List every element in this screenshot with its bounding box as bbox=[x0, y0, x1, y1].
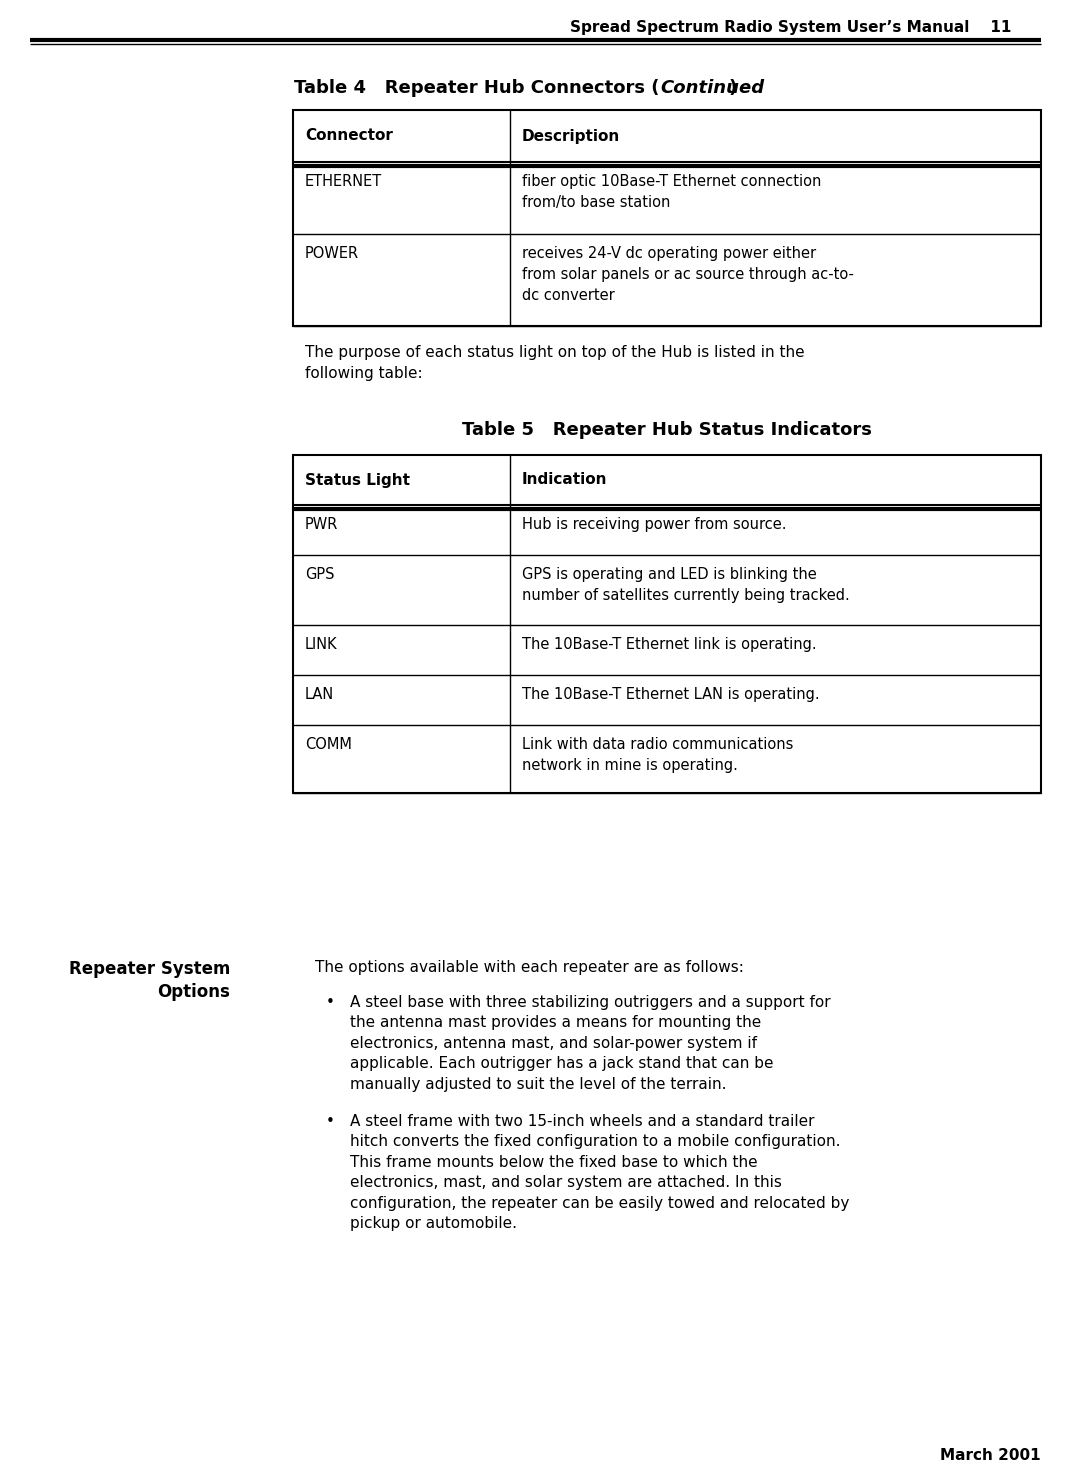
Text: Table 5   Repeater Hub Status Indicators: Table 5 Repeater Hub Status Indicators bbox=[462, 421, 872, 439]
Text: LAN: LAN bbox=[305, 687, 334, 702]
Bar bbox=[293, 455, 1041, 793]
Text: GPS: GPS bbox=[305, 567, 334, 582]
Text: The options available with each repeater are as follows:: The options available with each repeater… bbox=[315, 960, 744, 975]
Text: GPS is operating and LED is blinking the
number of satellites currently being tr: GPS is operating and LED is blinking the… bbox=[522, 567, 849, 603]
Text: The 10Base-T Ethernet LAN is operating.: The 10Base-T Ethernet LAN is operating. bbox=[522, 687, 819, 702]
Text: The purpose of each status light on top of the Hub is listed in the
following ta: The purpose of each status light on top … bbox=[305, 346, 804, 381]
Text: •: • bbox=[326, 995, 334, 1010]
Text: Continued: Continued bbox=[660, 78, 764, 97]
Text: PWR: PWR bbox=[305, 517, 338, 532]
Text: Connector: Connector bbox=[305, 128, 393, 143]
Text: The 10Base-T Ethernet link is operating.: The 10Base-T Ethernet link is operating. bbox=[522, 637, 816, 651]
Text: •: • bbox=[326, 1114, 334, 1128]
Text: Spread Spectrum Radio System User’s Manual    11: Spread Spectrum Radio System User’s Manu… bbox=[570, 21, 1011, 35]
Bar bbox=[293, 109, 1041, 326]
Text: A steel frame with two 15-inch wheels and a standard trailer
hitch converts the : A steel frame with two 15-inch wheels an… bbox=[350, 1114, 849, 1230]
Text: ): ) bbox=[728, 78, 736, 97]
Text: Status Light: Status Light bbox=[305, 473, 410, 487]
Text: receives 24-V dc operating power either
from solar panels or ac source through a: receives 24-V dc operating power either … bbox=[522, 247, 854, 303]
Text: March 2001: March 2001 bbox=[940, 1447, 1041, 1462]
Text: Table 4   Repeater Hub Connectors (: Table 4 Repeater Hub Connectors ( bbox=[295, 78, 660, 97]
Text: Repeater System: Repeater System bbox=[69, 960, 230, 978]
Text: Description: Description bbox=[522, 128, 620, 143]
Text: Hub is receiving power from source.: Hub is receiving power from source. bbox=[522, 517, 786, 532]
Text: fiber optic 10Base-T Ethernet connection
from/to base station: fiber optic 10Base-T Ethernet connection… bbox=[522, 174, 821, 210]
Text: Options: Options bbox=[157, 984, 230, 1001]
Text: A steel base with three stabilizing outriggers and a support for
the antenna mas: A steel base with three stabilizing outr… bbox=[350, 995, 831, 1092]
Text: POWER: POWER bbox=[305, 247, 359, 261]
Text: LINK: LINK bbox=[305, 637, 337, 651]
Text: Indication: Indication bbox=[522, 473, 607, 487]
Text: COMM: COMM bbox=[305, 737, 352, 752]
Text: Link with data radio communications
network in mine is operating.: Link with data radio communications netw… bbox=[522, 737, 794, 772]
Text: ETHERNET: ETHERNET bbox=[305, 174, 382, 189]
